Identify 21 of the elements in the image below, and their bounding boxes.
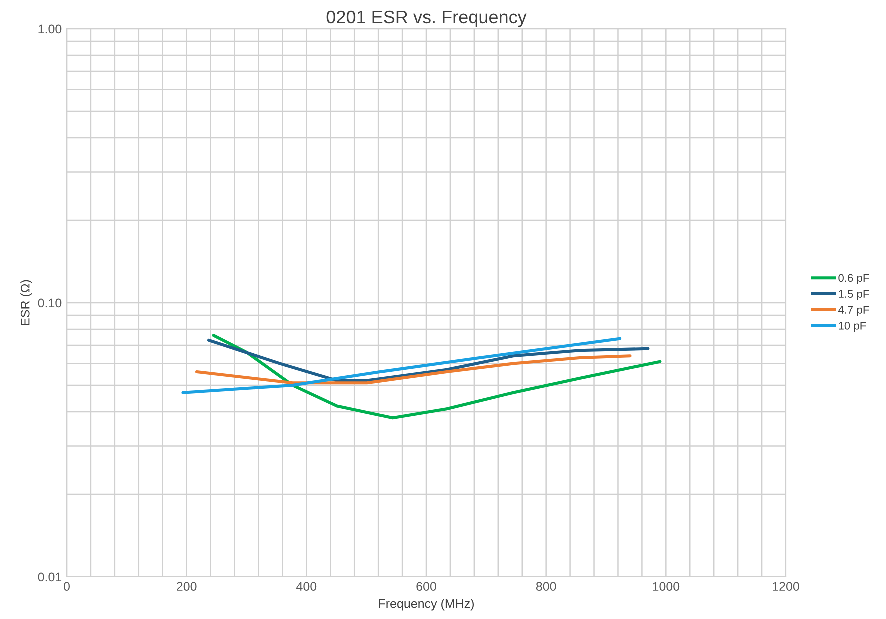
x-tick-label: 0	[64, 582, 70, 592]
legend-label: 1.5 pF	[839, 290, 870, 300]
x-tick-label: 200	[177, 582, 197, 592]
y-tick-label: 0.01	[38, 572, 62, 582]
x-tick-label: 1000	[653, 582, 680, 592]
legend-label: 10 pF	[839, 322, 866, 332]
line-series	[195, 354, 632, 385]
x-tick-label: 800	[536, 582, 556, 592]
y-tick-label: 0.10	[38, 298, 62, 308]
x-tick-label: 1200	[773, 582, 800, 592]
x-axis-title: Frequency (MHz)	[379, 599, 474, 611]
y-tick-label: 1.00	[38, 24, 62, 34]
y-axis-title: ESR (Ω)	[20, 280, 32, 326]
line-series	[212, 334, 662, 420]
x-tick-label: 400	[296, 582, 317, 592]
x-tick-label: 600	[416, 582, 436, 592]
legend-label: 0.6 pF	[838, 274, 870, 284]
line-series	[207, 338, 650, 382]
chart-title: 0201 ESR vs. Frequency	[326, 10, 527, 28]
line-series	[182, 337, 622, 394]
legend-label: 4.7 pF	[838, 306, 870, 316]
